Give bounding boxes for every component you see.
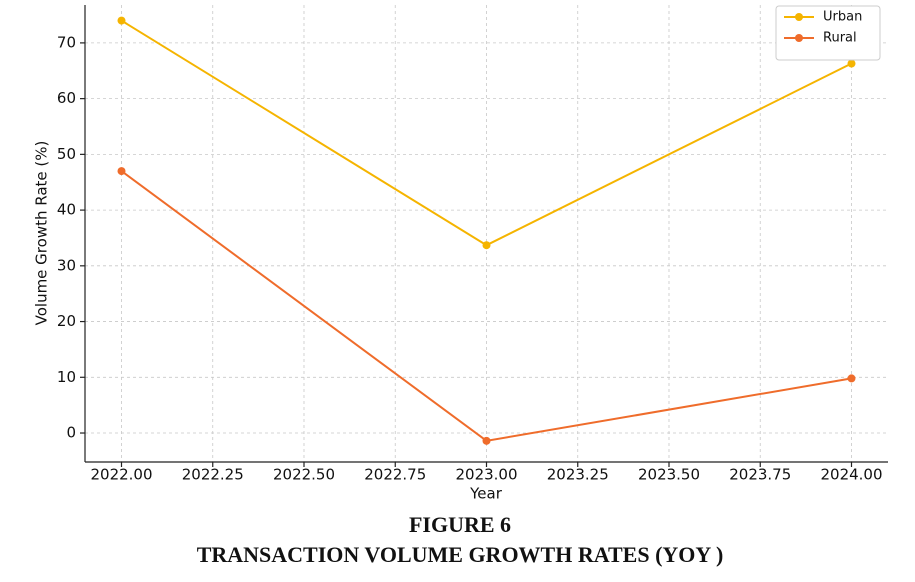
data-point bbox=[482, 241, 491, 250]
x-tick-label: 2023.75 bbox=[729, 466, 791, 484]
data-point bbox=[117, 167, 126, 176]
x-tick-label: 2022.00 bbox=[90, 466, 152, 484]
legend-marker bbox=[795, 13, 803, 21]
y-tick-label: 20 bbox=[57, 312, 76, 330]
legend-label: Urban bbox=[823, 10, 862, 25]
y-tick-label: 30 bbox=[57, 256, 76, 274]
legend-marker bbox=[795, 34, 803, 42]
y-tick-label: 10 bbox=[57, 368, 76, 386]
x-tick-label: 2023.25 bbox=[547, 466, 609, 484]
x-tick-label: 2024.00 bbox=[820, 466, 882, 484]
y-tick-label: 50 bbox=[57, 145, 76, 163]
chart-title: TRANSACTION VOLUME GROWTH RATES (YOY ) bbox=[197, 542, 724, 567]
x-tick-label: 2022.25 bbox=[182, 466, 244, 484]
y-tick-label: 70 bbox=[57, 33, 76, 51]
y-tick-label: 40 bbox=[57, 201, 76, 219]
y-tick-label: 60 bbox=[57, 89, 76, 107]
figure-label: FIGURE 6 bbox=[409, 512, 511, 537]
x-tick-label: 2022.50 bbox=[273, 466, 335, 484]
legend-label: Rural bbox=[823, 31, 857, 46]
x-tick-label: 2023.50 bbox=[638, 466, 700, 484]
y-axis-label: Volume Growth Rate (%) bbox=[33, 141, 51, 326]
x-tick-label: 2022.75 bbox=[364, 466, 426, 484]
x-tick-label: 2023.00 bbox=[455, 466, 517, 484]
x-axis-label: Year bbox=[469, 485, 503, 503]
data-point bbox=[117, 16, 126, 25]
data-point bbox=[847, 374, 856, 383]
y-tick-label: 0 bbox=[66, 424, 76, 442]
data-point bbox=[482, 436, 491, 445]
data-point bbox=[847, 59, 856, 68]
